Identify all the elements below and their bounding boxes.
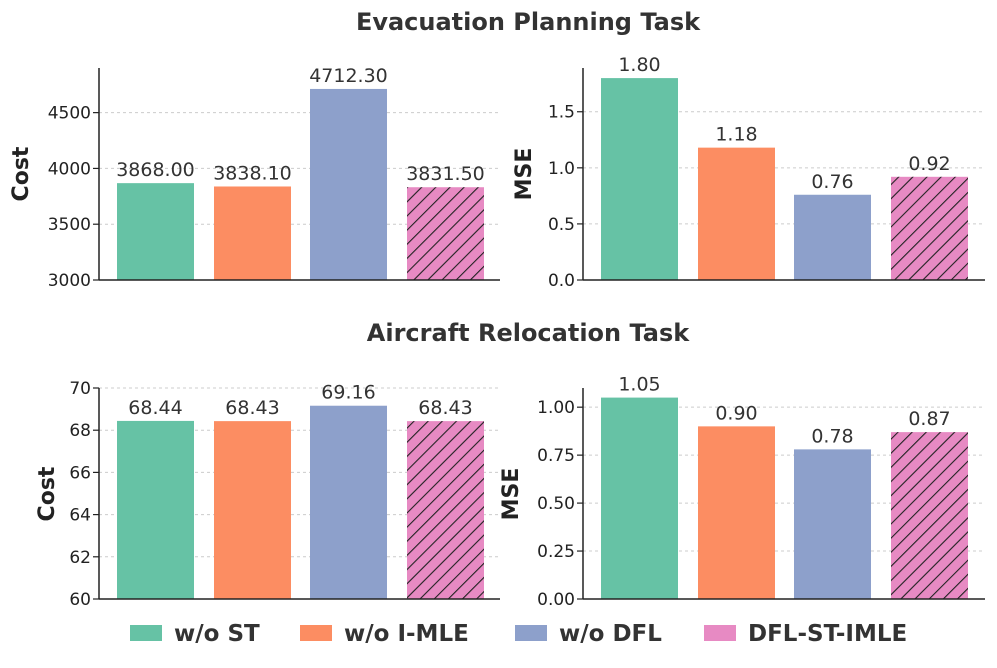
bar-value-label: 1.80 bbox=[618, 54, 660, 76]
bar-hatch-overlay bbox=[407, 187, 484, 280]
y-tick-label: 68 bbox=[69, 421, 91, 441]
legend-swatch bbox=[130, 625, 162, 641]
bar-value-label: 3838.10 bbox=[213, 162, 292, 184]
bar-w-o-i-mle bbox=[214, 421, 291, 599]
y-tick-label: 0.25 bbox=[537, 542, 575, 562]
bar-value-label: 68.44 bbox=[128, 397, 182, 419]
chart-panel-1: 3000 3500 4000 4500 3868.00 3838.10 4712.30 383… bbox=[9, 65, 500, 291]
bar-hatch-overlay bbox=[407, 421, 484, 599]
y-tick-label: 66 bbox=[69, 463, 91, 483]
bar-w-o-i-mle bbox=[698, 426, 775, 599]
bar-w-o-i-mle bbox=[214, 186, 291, 280]
section-title-aircraft: Aircraft Relocation Task bbox=[367, 319, 690, 347]
y-axis-label: MSE bbox=[512, 148, 537, 201]
bar-hatch-overlay bbox=[891, 432, 968, 599]
legend-swatch bbox=[515, 625, 547, 641]
y-tick-label: 1.00 bbox=[537, 398, 575, 418]
y-tick-label: 0.5 bbox=[548, 215, 575, 235]
y-tick-label: 0.0 bbox=[548, 271, 575, 291]
bar-w-o-st bbox=[117, 420, 194, 599]
y-tick-label: 60 bbox=[69, 590, 91, 610]
legend-swatch bbox=[704, 625, 736, 641]
bar-w-o-dfl bbox=[794, 449, 871, 599]
bar-w-o-dfl bbox=[794, 194, 871, 280]
bar-w-o-st bbox=[601, 397, 678, 599]
bar-w-o-i-mle bbox=[698, 147, 775, 280]
y-tick-label: 0.50 bbox=[537, 494, 575, 514]
section-title-evacuation: Evacuation Planning Task bbox=[356, 8, 701, 36]
legend: w/o ST w/o I-MLE w/o DFL DFL-ST-IMLE bbox=[130, 621, 907, 647]
bar-value-label: 3868.00 bbox=[116, 159, 195, 181]
legend-label: w/o I-MLE bbox=[344, 621, 469, 647]
bar-value-label: 0.90 bbox=[715, 402, 757, 424]
bar-w-o-st bbox=[601, 78, 678, 280]
bar-w-o-dfl bbox=[310, 88, 387, 281]
bar-value-label: 0.76 bbox=[811, 171, 853, 193]
bar-w-o-st bbox=[117, 183, 194, 280]
bar-value-label: 68.43 bbox=[418, 397, 472, 419]
bar-value-label: 0.92 bbox=[908, 153, 950, 175]
y-tick-label: 1.5 bbox=[548, 103, 575, 123]
y-tick-label: 4000 bbox=[48, 159, 91, 179]
legend-swatch bbox=[300, 625, 332, 641]
y-tick-label: 70 bbox=[69, 379, 91, 399]
bar-value-label: 3831.50 bbox=[406, 163, 485, 185]
legend-label: w/o ST bbox=[174, 621, 260, 647]
y-tick-label: 64 bbox=[69, 506, 91, 526]
bar-value-label: 1.18 bbox=[715, 124, 757, 146]
y-axis-label: MSE bbox=[499, 468, 524, 521]
y-tick-label: 0.00 bbox=[537, 590, 575, 610]
y-tick-label: 3500 bbox=[48, 215, 91, 235]
legend-label: w/o DFL bbox=[559, 621, 662, 647]
y-tick-label: 3000 bbox=[48, 271, 91, 291]
y-tick-label: 0.75 bbox=[537, 446, 575, 466]
chart-panel-4: 0.00 0.25 0.50 0.75 1.00 1.05 0.90 0.78 0.87 MSE bbox=[499, 374, 985, 610]
y-tick-label: 62 bbox=[69, 548, 91, 568]
y-tick-label: 1.0 bbox=[548, 159, 575, 179]
y-tick-label: 4500 bbox=[48, 104, 91, 124]
bar-value-label: 1.05 bbox=[618, 374, 660, 396]
chart-panel-3: 60 62 64 66 68 70 68.44 68.43 69.16 68.43 Cost bbox=[35, 379, 500, 610]
bar-value-label: 0.78 bbox=[811, 425, 853, 447]
legend-label: DFL-ST-IMLE bbox=[748, 621, 907, 647]
chart-panel-2: 0.0 0.5 1.0 1.5 1.80 1.18 0.76 0.92 MSE bbox=[512, 54, 985, 291]
bar-value-label: 4712.30 bbox=[309, 65, 388, 87]
bar-hatch-overlay bbox=[891, 176, 968, 280]
bar-value-label: 69.16 bbox=[321, 382, 375, 404]
y-axis-label: Cost bbox=[35, 466, 60, 521]
bar-value-label: 68.43 bbox=[225, 397, 279, 419]
bar-w-o-dfl bbox=[310, 405, 387, 599]
y-axis-label: Cost bbox=[9, 146, 34, 201]
bar-value-label: 0.87 bbox=[908, 408, 950, 430]
